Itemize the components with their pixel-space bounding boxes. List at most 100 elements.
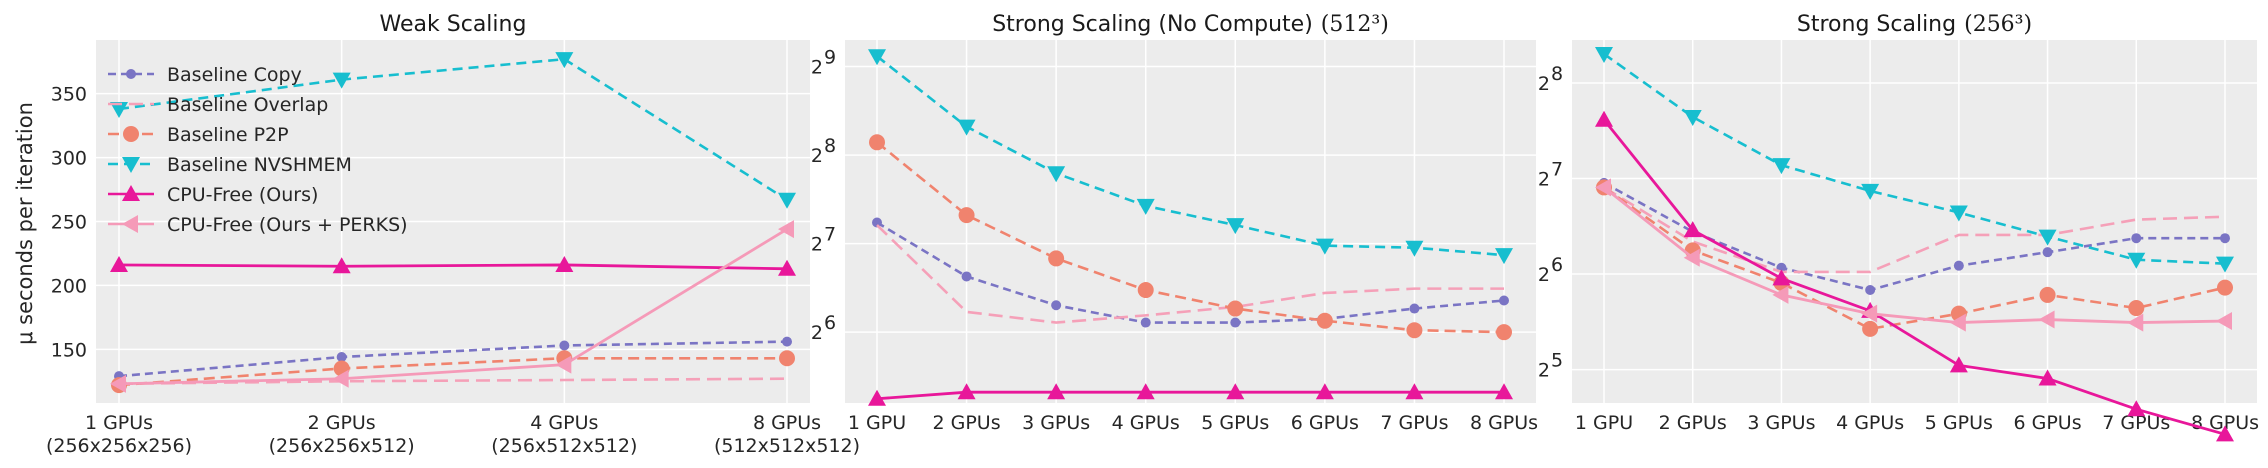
data-point	[2131, 233, 2142, 244]
y-tick-label: 2	[1538, 169, 1550, 191]
legend-label: Baseline Copy	[167, 64, 302, 86]
x-tick-label: 7 GPUs	[2102, 412, 2170, 434]
data-point	[1137, 282, 1154, 299]
series-baseline-copy	[872, 217, 1509, 328]
data-point	[2216, 312, 2232, 331]
legend-marker	[122, 215, 138, 233]
series-line	[1603, 52, 2226, 265]
x-tick-label: 5 GPUs	[1201, 412, 1269, 434]
data-point	[957, 383, 976, 400]
data-point	[2127, 313, 2144, 332]
data-point	[1047, 166, 1066, 183]
plot-area	[845, 40, 1536, 403]
y-tick-label: 300	[51, 148, 87, 170]
legend-marker	[126, 69, 136, 79]
data-point	[332, 369, 349, 388]
series-line	[876, 141, 1505, 334]
series-line	[118, 57, 788, 201]
data-point	[782, 336, 792, 347]
legend: Baseline Copy Baseline Overlap Baseline P2…	[108, 64, 408, 236]
data-point	[1230, 317, 1241, 328]
y-tick-exponent: 8	[824, 135, 836, 157]
data-point	[1949, 356, 1968, 373]
x-tick-label: 1 GPUs	[85, 412, 153, 434]
legend-marker	[122, 157, 140, 173]
series-line	[1602, 118, 2226, 436]
data-point	[332, 257, 351, 274]
series-line	[118, 356, 787, 387]
data-point	[1683, 248, 1700, 267]
data-point	[110, 255, 128, 272]
series-line	[876, 224, 1504, 324]
data-point	[1227, 300, 1244, 317]
legend-entry: Baseline P2P	[108, 124, 289, 146]
y-tick-exponent: 8	[1551, 63, 1563, 85]
y-tick-label: 2	[811, 234, 823, 256]
legend-entry: CPU-Free (Ours)	[108, 184, 318, 206]
x-tick-label: 3 GPUs	[1022, 412, 1090, 434]
legend-label: CPU-Free (Ours + PERKS)	[167, 214, 408, 236]
data-point	[957, 119, 976, 136]
x-tick-label: 1 GPU	[848, 412, 906, 434]
data-point	[1406, 322, 1423, 339]
data-point	[2216, 256, 2234, 273]
data-point	[868, 49, 886, 66]
data-point	[778, 220, 794, 239]
legend-entry: Baseline Copy	[108, 64, 302, 86]
data-point	[1496, 324, 1512, 341]
y-tick-label: 2	[811, 322, 823, 344]
y-tick-label: 2	[811, 57, 823, 79]
chart-panel-3: 2 52 62 72 81 GPU 2 GPUs 3 GPUs 4 GPUs 5 GPUs 6 G…	[1538, 12, 2259, 442]
legend-marker	[123, 126, 139, 142]
y-tick-exponent: 6	[824, 312, 836, 334]
series-line	[1603, 186, 2226, 274]
legend-marker	[122, 185, 140, 201]
data-point	[1409, 303, 1420, 314]
x-tick-label: 4 GPUs	[1836, 412, 1904, 434]
data-point	[1405, 240, 1424, 257]
legend-label: Baseline P2P	[167, 124, 289, 146]
series-line	[118, 340, 788, 378]
x-tick-label: 8 GPUs	[1470, 412, 1538, 434]
series-baseline-overlap	[1603, 186, 2226, 274]
data-point	[2128, 300, 2145, 317]
y-tick-exponent: 5	[1551, 350, 1563, 372]
x-tick-label: 3 GPUs	[1747, 412, 1815, 434]
data-point	[1595, 178, 1611, 197]
data-point	[555, 52, 574, 69]
series-cpu-free-ours-perks-	[1595, 178, 2232, 332]
y-tick-label: 2	[811, 145, 823, 167]
data-point	[1047, 383, 1066, 400]
data-point	[868, 389, 886, 406]
data-point	[555, 255, 574, 272]
data-point	[1595, 46, 1613, 63]
data-point	[1315, 238, 1334, 255]
data-point	[1226, 383, 1245, 400]
series-baseline-nvshmem	[868, 49, 1513, 265]
y-axis-label: μ seconds per iteration	[13, 102, 37, 345]
legend-label: Baseline Overlap	[167, 94, 328, 116]
series-line	[118, 227, 788, 386]
data-point	[1683, 221, 1702, 238]
data-point	[1495, 383, 1513, 400]
y-tick-label: 2	[1538, 73, 1550, 95]
y-tick-exponent: 9	[824, 47, 836, 69]
series-baseline-overlap	[876, 224, 1504, 324]
data-point	[2038, 369, 2057, 386]
data-point	[2038, 310, 2055, 329]
y-tick-exponent: 7	[1551, 159, 1563, 181]
x-tick-label: 6 GPUs	[1291, 412, 1359, 434]
legend-entry: Baseline Overlap	[108, 94, 328, 116]
data-point	[1953, 260, 1964, 271]
data-point	[961, 271, 972, 282]
x-tick-label: 5 GPUs	[1925, 412, 1993, 434]
x-tick-label: 7 GPUs	[1380, 412, 1448, 434]
data-point	[1595, 110, 1613, 127]
series-cpu-free-ours-	[110, 255, 796, 276]
legend-label: Baseline NVSHMEM	[167, 154, 352, 176]
data-point	[110, 374, 126, 393]
chart-title: Weak Scaling	[380, 12, 527, 37]
series-line	[1603, 186, 2226, 331]
y-tick-label: 2	[1538, 264, 1550, 286]
